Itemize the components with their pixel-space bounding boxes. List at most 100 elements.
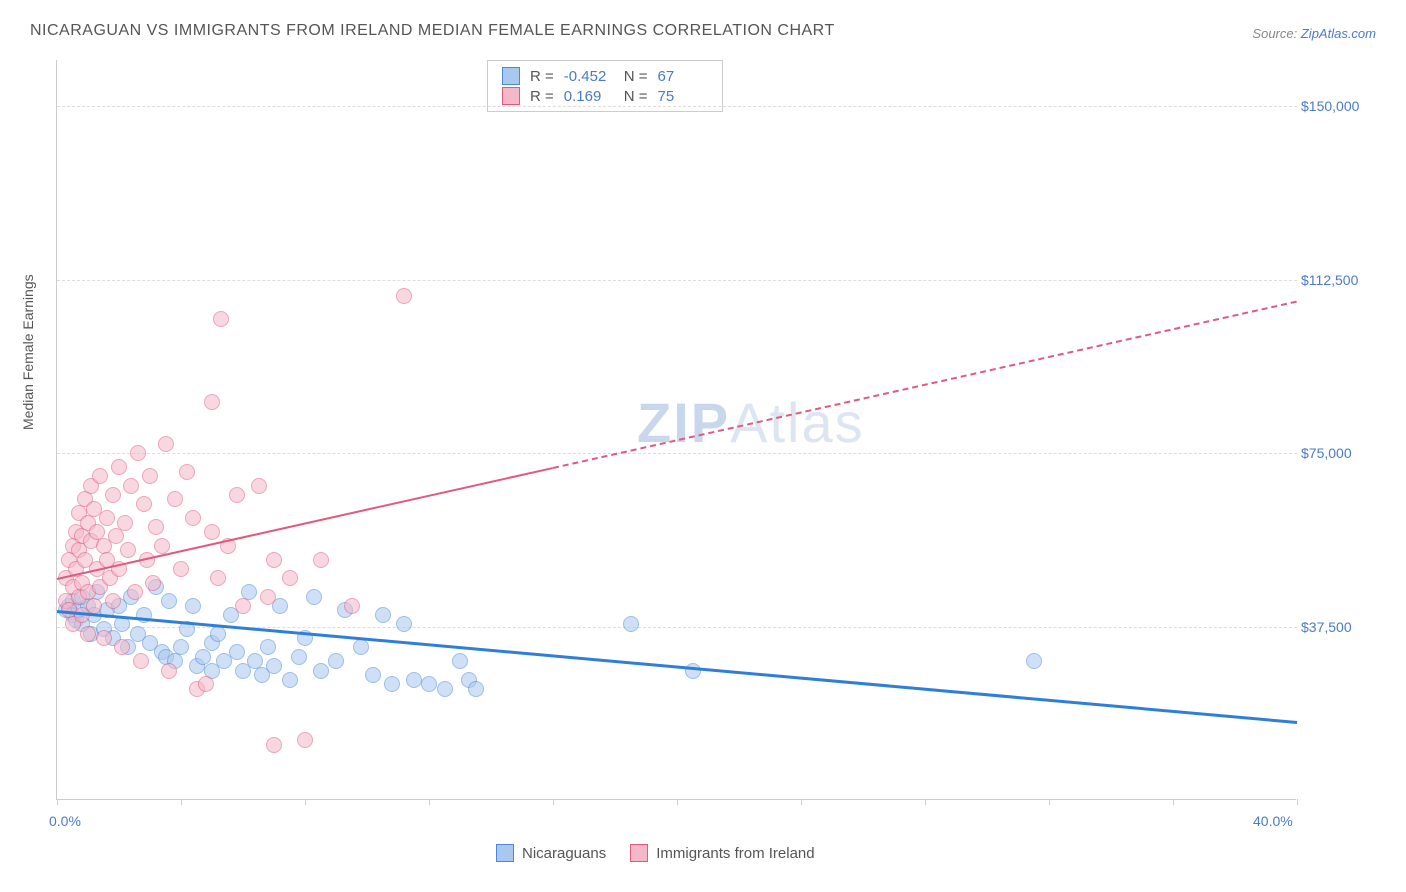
chart-area: Median Female Earnings ZIPAtlas R =-0.45… — [56, 60, 1376, 830]
data-point — [297, 732, 313, 748]
data-point — [437, 681, 453, 697]
r-value: -0.452 — [564, 68, 614, 85]
data-point — [623, 616, 639, 632]
y-tick-label: $75,000 — [1301, 445, 1376, 461]
data-point — [468, 681, 484, 697]
x-tick — [553, 799, 554, 805]
x-tick-label: 40.0% — [1253, 813, 1293, 829]
source-label: Source: — [1252, 26, 1297, 41]
data-point — [130, 445, 146, 461]
x-tick — [57, 799, 58, 805]
data-point — [210, 570, 226, 586]
y-tick-label: $150,000 — [1301, 98, 1376, 114]
n-value: 75 — [658, 88, 708, 105]
data-point — [161, 663, 177, 679]
data-point — [185, 598, 201, 614]
data-point — [173, 561, 189, 577]
data-point — [291, 649, 307, 665]
x-tick — [305, 799, 306, 805]
data-point — [198, 676, 214, 692]
data-point — [99, 510, 115, 526]
data-point — [229, 487, 245, 503]
y-tick-label: $37,500 — [1301, 619, 1376, 635]
stats-row: R = -0.452 N = 67 — [502, 66, 708, 86]
legend-swatch — [630, 844, 648, 862]
data-point — [127, 584, 143, 600]
data-point — [235, 598, 251, 614]
source-attribution: Source: ZipAtlas.com — [1252, 26, 1376, 41]
data-point — [114, 639, 130, 655]
data-point — [353, 639, 369, 655]
data-point — [396, 288, 412, 304]
data-point — [111, 459, 127, 475]
data-point — [179, 464, 195, 480]
legend-swatch — [496, 844, 514, 862]
data-point — [685, 663, 701, 679]
data-point — [266, 658, 282, 674]
data-point — [108, 528, 124, 544]
data-point — [396, 616, 412, 632]
data-point — [375, 607, 391, 623]
data-point — [158, 436, 174, 452]
legend-label: Immigrants from Ireland — [656, 845, 814, 862]
gridline — [57, 106, 1297, 107]
x-tick — [1297, 799, 1298, 805]
data-point — [80, 626, 96, 642]
data-point — [229, 644, 245, 660]
data-point — [105, 487, 121, 503]
data-point — [344, 598, 360, 614]
data-point — [1026, 653, 1042, 669]
scatter-plot: ZIPAtlas R =-0.452N =67R =0.169N =75 $37… — [56, 60, 1296, 800]
data-point — [260, 589, 276, 605]
data-point — [173, 639, 189, 655]
x-tick — [677, 799, 678, 805]
data-point — [365, 667, 381, 683]
source-value: ZipAtlas.com — [1301, 26, 1376, 41]
data-point — [86, 598, 102, 614]
data-point — [204, 524, 220, 540]
x-tick — [1049, 799, 1050, 805]
legend-item: Immigrants from Ireland — [630, 844, 814, 862]
x-tick — [925, 799, 926, 805]
n-value: 67 — [658, 68, 708, 85]
x-tick — [181, 799, 182, 805]
n-label: N = — [624, 68, 648, 85]
stats-legend: R = -0.452 N = 67 R = 0.169 N = 75 — [487, 60, 723, 112]
legend-swatch — [502, 87, 520, 105]
data-point — [185, 510, 201, 526]
data-point — [123, 478, 139, 494]
x-tick — [429, 799, 430, 805]
x-tick — [801, 799, 802, 805]
data-point — [406, 672, 422, 688]
data-point — [167, 491, 183, 507]
data-point — [421, 676, 437, 692]
r-label: R = — [530, 88, 554, 105]
data-point — [148, 519, 164, 535]
series-legend: Nicaraguans Immigrants from Ireland — [496, 844, 815, 862]
data-point — [328, 653, 344, 669]
legend-swatch — [502, 67, 520, 85]
data-point — [117, 515, 133, 531]
n-label: N = — [624, 88, 648, 105]
data-point — [213, 311, 229, 327]
data-point — [306, 589, 322, 605]
y-tick-label: $112,500 — [1301, 272, 1376, 288]
data-point — [282, 570, 298, 586]
data-point — [120, 542, 136, 558]
data-point — [313, 663, 329, 679]
data-point — [105, 593, 121, 609]
data-point — [96, 630, 112, 646]
x-tick — [1173, 799, 1174, 805]
x-tick-label: 0.0% — [49, 813, 81, 829]
data-point — [260, 639, 276, 655]
data-point — [136, 496, 152, 512]
r-value: 0.169 — [564, 88, 614, 105]
r-label: R = — [530, 68, 554, 85]
legend-label: Nicaraguans — [522, 845, 606, 862]
y-axis-title: Median Female Earnings — [20, 274, 36, 430]
data-point — [92, 468, 108, 484]
chart-title: NICARAGUAN VS IMMIGRANTS FROM IRELAND ME… — [30, 22, 835, 40]
data-point — [133, 653, 149, 669]
data-point — [161, 593, 177, 609]
data-point — [154, 538, 170, 554]
